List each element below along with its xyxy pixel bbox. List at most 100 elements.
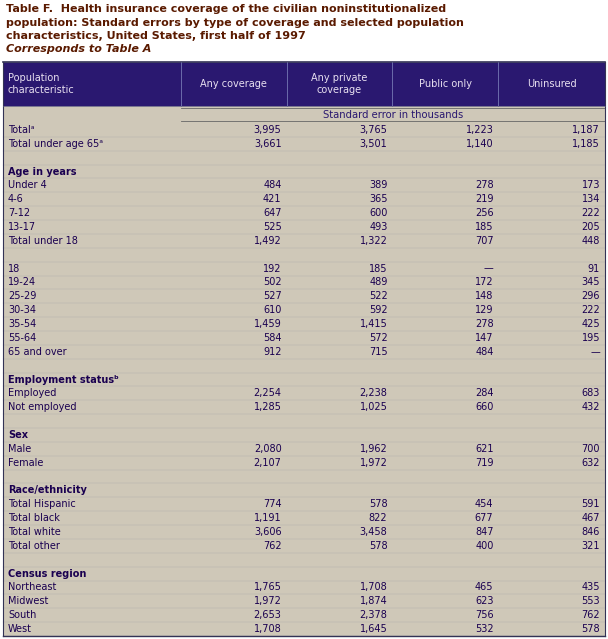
Text: 256: 256 (475, 208, 494, 218)
Text: 222: 222 (581, 305, 600, 315)
Text: 3,458: 3,458 (360, 527, 387, 537)
Text: 493: 493 (369, 222, 387, 232)
Text: 647: 647 (263, 208, 282, 218)
Text: 846: 846 (582, 527, 600, 537)
Text: Uninsured: Uninsured (527, 79, 576, 89)
Text: 484: 484 (475, 347, 494, 357)
Text: Age in years: Age in years (8, 167, 77, 176)
Text: 185: 185 (475, 222, 494, 232)
Text: Population
characteristic: Population characteristic (8, 73, 75, 95)
Text: 129: 129 (475, 305, 494, 315)
Text: 1,191: 1,191 (254, 513, 282, 523)
Text: 578: 578 (369, 541, 387, 551)
Text: 321: 321 (581, 541, 600, 551)
Text: 756: 756 (475, 610, 494, 620)
Text: 421: 421 (263, 194, 282, 204)
Text: 677: 677 (475, 513, 494, 523)
Text: 1,025: 1,025 (359, 402, 387, 412)
Text: 683: 683 (582, 389, 600, 398)
Text: 1,972: 1,972 (359, 458, 387, 468)
Text: Total under age 65ᵃ: Total under age 65ᵃ (8, 139, 103, 149)
Text: Total white: Total white (8, 527, 61, 537)
Text: 578: 578 (369, 499, 387, 509)
Text: 1,765: 1,765 (254, 583, 282, 592)
Text: 192: 192 (263, 263, 282, 273)
Text: Totalᵃ: Totalᵃ (8, 125, 35, 135)
Bar (3, 62, 181, 106)
Text: 3,765: 3,765 (359, 125, 387, 135)
Text: 1,874: 1,874 (360, 596, 387, 606)
Text: characteristics, United States, first half of 1997: characteristics, United States, first ha… (6, 31, 306, 41)
Text: 389: 389 (369, 180, 387, 190)
Text: 762: 762 (263, 541, 282, 551)
Text: 489: 489 (369, 277, 387, 288)
Text: 195: 195 (581, 333, 600, 343)
Text: 1,140: 1,140 (466, 139, 494, 149)
Text: 3,606: 3,606 (254, 527, 282, 537)
Text: 205: 205 (581, 222, 600, 232)
Text: 2,107: 2,107 (254, 458, 282, 468)
Text: Male: Male (8, 444, 31, 454)
Text: Female: Female (8, 458, 43, 468)
Text: 1,645: 1,645 (360, 624, 387, 634)
Text: 65 and over: 65 and over (8, 347, 67, 357)
Text: 30-34: 30-34 (8, 305, 36, 315)
Text: Not employed: Not employed (8, 402, 77, 412)
Text: —: — (484, 263, 494, 273)
Text: 600: 600 (369, 208, 387, 218)
Text: 2,238: 2,238 (359, 389, 387, 398)
Text: 454: 454 (475, 499, 494, 509)
Text: 296: 296 (581, 291, 600, 302)
Text: 700: 700 (581, 444, 600, 454)
Text: 25-29: 25-29 (8, 291, 36, 302)
Text: 173: 173 (581, 180, 600, 190)
Bar (286, 62, 393, 106)
Text: 425: 425 (581, 319, 600, 329)
Text: 822: 822 (369, 513, 387, 523)
Text: South: South (8, 610, 36, 620)
Text: 365: 365 (369, 194, 387, 204)
Text: 3,661: 3,661 (254, 139, 282, 149)
Text: 553: 553 (581, 596, 600, 606)
Text: 467: 467 (581, 513, 600, 523)
Bar (3, 123, 605, 636)
Text: 610: 610 (263, 305, 282, 315)
Text: Midwest: Midwest (8, 596, 49, 606)
Text: 1,972: 1,972 (254, 596, 282, 606)
Text: 147: 147 (475, 333, 494, 343)
Text: 7-12: 7-12 (8, 208, 30, 218)
Text: 1,708: 1,708 (254, 624, 282, 634)
Text: 1,187: 1,187 (572, 125, 600, 135)
Text: 148: 148 (475, 291, 494, 302)
Text: 432: 432 (581, 402, 600, 412)
Text: 1,459: 1,459 (254, 319, 282, 329)
Text: Total under 18: Total under 18 (8, 236, 78, 246)
Text: 4-6: 4-6 (8, 194, 24, 204)
Text: 284: 284 (475, 389, 494, 398)
Text: 522: 522 (368, 291, 387, 302)
Text: 1,708: 1,708 (360, 583, 387, 592)
Text: 19-24: 19-24 (8, 277, 36, 288)
Text: 584: 584 (263, 333, 282, 343)
Text: 222: 222 (581, 208, 600, 218)
Text: Table F.  Health insurance coverage of the civilian noninstitutionalized: Table F. Health insurance coverage of th… (6, 4, 446, 14)
Text: 532: 532 (475, 624, 494, 634)
Text: 35-54: 35-54 (8, 319, 36, 329)
Text: West: West (8, 624, 32, 634)
Text: 2,080: 2,080 (254, 444, 282, 454)
Text: 185: 185 (369, 263, 387, 273)
Text: Sex: Sex (8, 430, 28, 440)
Text: 1,285: 1,285 (254, 402, 282, 412)
Text: 1,185: 1,185 (572, 139, 600, 149)
Text: 278: 278 (475, 180, 494, 190)
Bar (181, 62, 286, 106)
Text: 1,223: 1,223 (466, 125, 494, 135)
Text: 2,653: 2,653 (254, 610, 282, 620)
Text: 400: 400 (475, 541, 494, 551)
Text: Total black: Total black (8, 513, 60, 523)
Text: 448: 448 (582, 236, 600, 246)
Text: Total Hispanic: Total Hispanic (8, 499, 76, 509)
Text: 91: 91 (588, 263, 600, 273)
Bar (3, 106, 605, 123)
Text: 660: 660 (475, 402, 494, 412)
